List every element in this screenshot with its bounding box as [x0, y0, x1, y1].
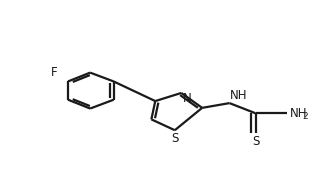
Text: S: S	[252, 135, 259, 148]
Text: F: F	[51, 66, 58, 79]
Text: 2: 2	[302, 112, 307, 121]
Text: NH: NH	[289, 107, 307, 120]
Text: S: S	[171, 132, 178, 144]
Text: NH: NH	[230, 89, 248, 102]
Text: N: N	[183, 92, 192, 105]
